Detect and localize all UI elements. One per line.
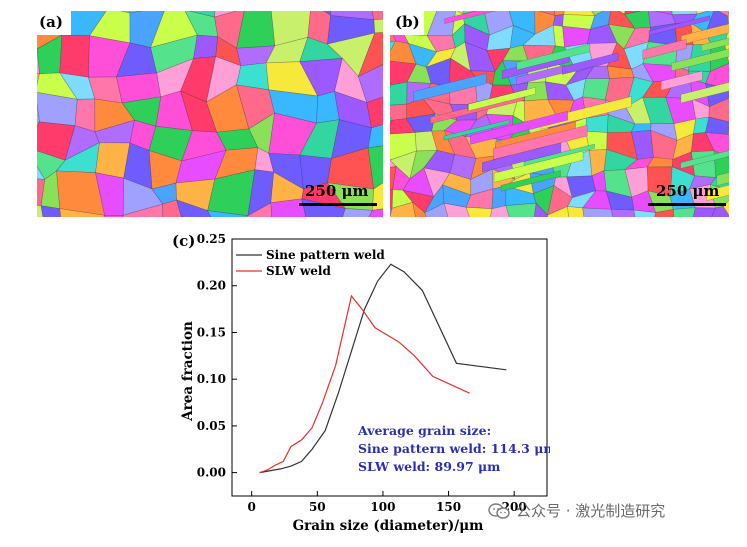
annotation-line-3: SLW weld: 89.97 μm	[358, 459, 500, 474]
scale-bar-a	[299, 203, 377, 206]
scale-bar-label-b: 250 μm	[656, 182, 719, 200]
grain	[60, 35, 90, 77]
grain	[466, 207, 492, 217]
legend-label-slw: SLW weld	[266, 264, 331, 278]
ebsd-map-b: (b) 250 μm	[390, 11, 729, 217]
grain	[611, 209, 636, 217]
x-tick-label: 100	[370, 500, 395, 514]
grain	[583, 208, 615, 217]
annotation-line-2: Sine pattern weld: 114.3 μm	[358, 441, 550, 456]
y-tick-label: 0.00	[197, 466, 226, 480]
y-tick-label: 0.10	[197, 372, 226, 386]
panel-label-c: (c)	[172, 232, 195, 250]
watermark: 公众号 · 激光制造研究	[488, 500, 665, 521]
grain	[374, 18, 383, 33]
panel-label-a: (a)	[39, 13, 63, 31]
grain	[553, 14, 563, 26]
watermark-text: 公众号 · 激光制造研究	[516, 500, 665, 521]
scale-bar-label-a: 250 μm	[305, 182, 368, 200]
panel-label-b: (b)	[395, 13, 420, 31]
grain	[194, 35, 218, 59]
y-axis-label: Area fraction	[180, 321, 196, 422]
legend-label-sine: Sine pattern weld	[266, 248, 385, 262]
y-tick-label: 0.25	[197, 232, 226, 246]
ebsd-map-a: (a) 250 μm	[37, 11, 383, 217]
y-tick-label: 0.20	[197, 279, 226, 293]
y-axis: 0.00 0.05 0.10 0.15 0.20 0.25	[197, 232, 237, 480]
grain	[673, 208, 695, 217]
grain	[390, 104, 407, 120]
y-tick-label: 0.05	[197, 419, 226, 433]
y-tick-label: 0.15	[197, 325, 226, 339]
annotation-line-1: Average grain size:	[357, 423, 491, 438]
x-axis-label: Grain size (diameter)/μm	[293, 518, 484, 534]
x-tick-label: 150	[436, 500, 461, 514]
grain	[583, 79, 610, 100]
scale-bar-b	[648, 203, 726, 206]
wechat-icon	[488, 503, 510, 519]
grain	[506, 203, 536, 217]
annotation: Average grain size: Sine pattern weld: 1…	[357, 423, 550, 474]
legend: Sine pattern weld SLW weld	[236, 248, 385, 278]
grain	[390, 82, 407, 106]
x-tick-label: 50	[309, 500, 326, 514]
x-tick-label: 0	[248, 500, 256, 514]
